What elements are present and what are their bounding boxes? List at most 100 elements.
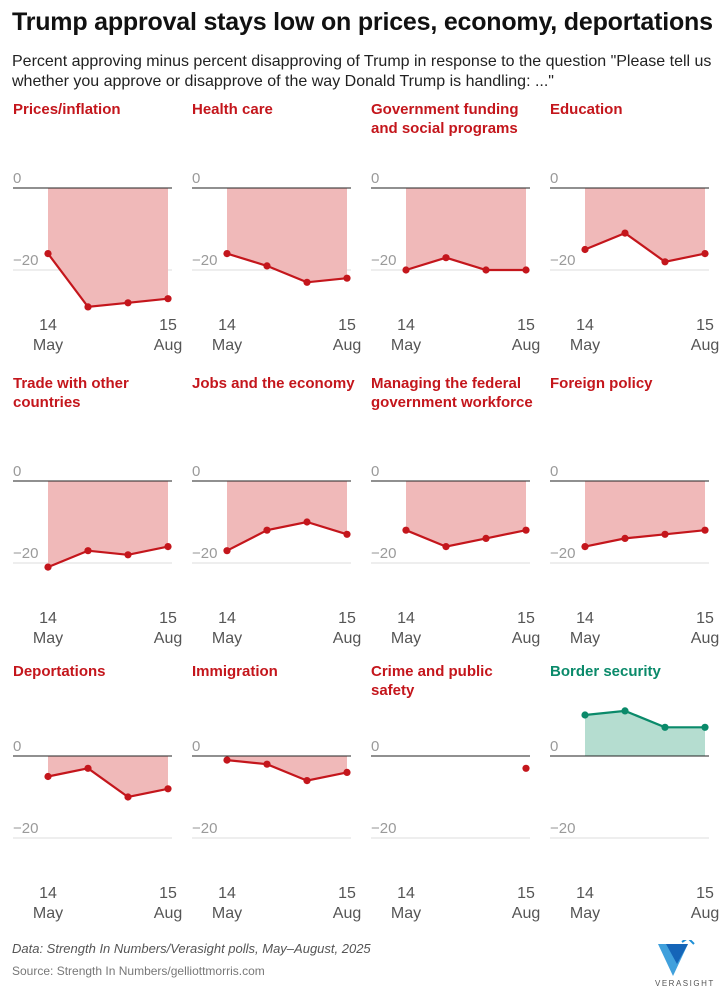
y-tick-label: −20 [13,820,38,837]
panel-title: Deportations [13,663,106,680]
y-tick-label: 0 [550,170,558,187]
area [406,481,526,547]
point [44,563,52,571]
area [585,188,705,262]
x-tick-label: 14 May [32,317,64,354]
line [584,231,706,263]
x-tick-label: 14 May [32,885,64,922]
point [164,295,172,303]
x-tick-label: 15 Aug [690,885,720,922]
line [226,252,348,284]
y-tick-label: −20 [371,820,396,837]
point [263,760,271,768]
y-tick-label: −20 [192,545,217,562]
y-tick-label: 0 [550,738,558,755]
plot: 0 −20 [192,463,351,564]
plot: 0 −20 [371,738,530,839]
y-tick-label: −20 [371,545,396,562]
title: Trump approval stays low on prices, econ… [12,8,713,36]
y-tick-label: 0 [192,738,200,755]
y-tick-label: 0 [550,463,558,480]
line [226,759,348,782]
point [343,274,351,282]
subtitle: Percent approving minus percent disappro… [12,53,712,90]
point [124,299,132,307]
line [405,529,527,548]
line [405,256,526,272]
point [482,534,490,542]
point [303,777,311,785]
point [223,250,231,258]
point [223,547,231,555]
point [263,526,271,534]
area [48,756,168,797]
plot: 0 −20 [371,170,530,274]
panel-title: Border security [550,663,661,680]
plot: 0 −20 [550,463,709,564]
point [442,254,450,262]
y-tick-label: 0 [371,463,379,480]
line [584,709,705,729]
x-tick-label: 15 Aug [332,317,362,354]
point [84,547,92,555]
y-tick-label: 0 [192,170,200,187]
point [522,266,530,274]
line [47,767,169,799]
x-tick-label: 14 May [569,317,601,354]
panel: 0 −20 14 May 15 Aug Health care [192,100,364,360]
panel: 0 −20 14 May 15 Aug Jobs and the economy [192,374,364,647]
x-tick-label: 15 Aug [332,885,362,922]
line [47,252,169,309]
x-tick-label: 15 Aug [511,317,541,354]
y-tick-label: −20 [192,820,217,837]
point [701,526,709,534]
point [661,530,669,538]
point [44,250,52,258]
panel: 0 −20 14 May 15 Aug Foreign policy [550,374,722,647]
panel: 0 −20 14 May 15 Aug Government funding and s… [371,100,543,360]
plot: 0 −20 [13,170,172,311]
point [402,526,410,534]
area [585,710,705,756]
panel-title: Jobs and the economy [192,375,355,392]
panel: 0 −20 14 May 15 Aug Immigration [192,662,364,922]
point [661,258,669,266]
point [402,266,410,274]
area [585,481,705,547]
line [584,529,706,548]
point [343,768,351,776]
y-tick-label: 0 [13,738,21,755]
x-tick-label: 14 May [569,610,601,647]
x-tick-label: 15 Aug [153,885,183,922]
panel: 0 −20 14 May 15 Aug Crime and public safety [371,662,543,922]
line [226,520,348,552]
panel-title: Crime and public safety [371,663,493,699]
source: Source: Strength In Numbers/gelliottmorr… [12,964,265,978]
panel-title: Health care [192,101,273,118]
note: Data: Strength In Numbers/Verasight poll… [12,941,371,956]
point [303,518,311,526]
point [581,245,589,254]
x-tick-label: 14 May [390,885,422,922]
plot: 0 −20 [192,738,351,839]
point [621,534,629,542]
panel: 0 −20 14 May 15 Aug Trade with other countri… [13,374,185,647]
panel-title: Trade with other countries [13,375,129,411]
y-tick-label: 0 [192,463,200,480]
line [47,545,169,569]
y-tick-label: −20 [371,252,396,269]
plot: 0 −20 [13,463,172,571]
point [701,250,709,258]
panel-title: Government funding and social programs [371,101,519,137]
area [48,188,168,307]
x-tick-label: 15 Aug [690,317,720,354]
x-tick-label: 15 Aug [153,317,183,354]
point [124,793,132,801]
x-tick-label: 15 Aug [511,885,541,922]
panel-title: Foreign policy [550,375,653,392]
panel: 0 −20 14 May 15 Aug Managing the federal gov… [371,374,543,647]
logo-text: VERASIGHT [655,979,715,988]
point [124,551,132,559]
point [164,543,172,551]
